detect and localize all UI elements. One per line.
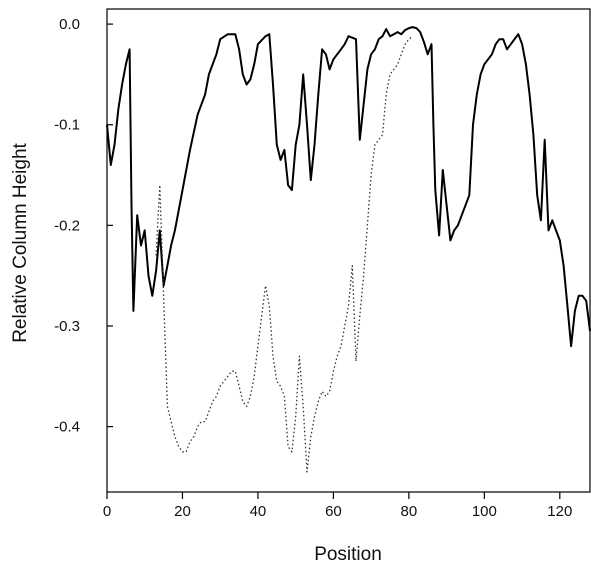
y-axis-ticks: 0.0 -0.1 -0.2 -0.3 -0.4 <box>54 16 113 436</box>
y-tick-label: -0.1 <box>54 117 80 134</box>
y-tick-label: -0.2 <box>54 217 80 234</box>
x-tick-label: 60 <box>325 503 342 520</box>
x-tick-label: 0 <box>103 503 111 520</box>
series-layer <box>106 26 591 473</box>
series-line-solid <box>106 26 591 348</box>
y-axis-title: Relative Column Height <box>10 142 31 342</box>
series-line-dotted <box>155 35 414 473</box>
x-axis-ticks: 0 20 40 60 80 100 120 <box>103 492 572 520</box>
x-tick-label: 100 <box>472 503 497 520</box>
y-tick-label: 0.0 <box>59 16 80 33</box>
x-tick-label: 120 <box>547 503 572 520</box>
x-tick-label: 40 <box>250 503 267 520</box>
x-axis-title: Position <box>314 544 382 565</box>
x-tick-label: 20 <box>174 503 191 520</box>
y-tick-label: -0.4 <box>54 419 80 436</box>
y-tick-label: -0.3 <box>54 318 80 335</box>
plot-frame <box>106 8 591 493</box>
x-tick-label: 80 <box>401 503 418 520</box>
